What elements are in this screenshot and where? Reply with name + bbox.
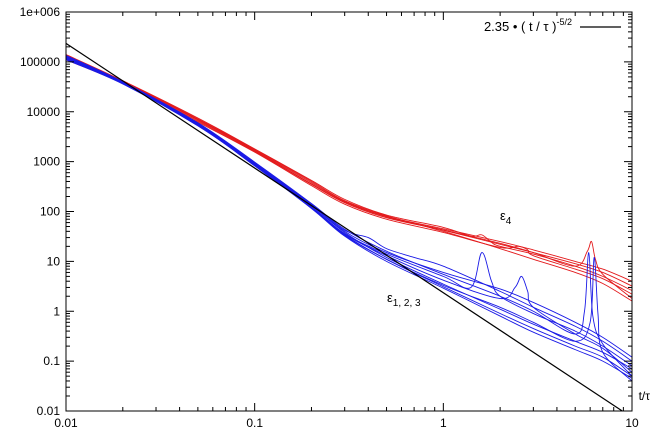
plot-frame: [65, 11, 633, 412]
series-line-group0-0: [66, 55, 632, 282]
axes: 0.01 0.1 1 10 0.01 0.1 1 10 100 1000 10000 100000 1e…: [20, 5, 651, 430]
series-line-group1-8: [66, 59, 632, 379]
x-tick-label: 1: [440, 416, 447, 430]
y-tick-label: 1: [53, 304, 60, 318]
series-line-group1-5: [66, 54, 632, 377]
y-tick-label: 0.1: [43, 354, 60, 368]
x-axis-label: t/τ: [639, 389, 651, 403]
series-line-group0-1: [66, 57, 632, 287]
series-line-group1-1: [66, 59, 632, 377]
x-tick-label: 0.1: [246, 416, 263, 430]
x-tick-label: 10: [625, 416, 639, 430]
legend: 2.35 • ( t / τ )-5/2: [484, 17, 621, 34]
series-line-group0-2: [66, 54, 632, 291]
series-line-group1-4: [66, 58, 632, 373]
series-line-group1-6: [66, 57, 632, 382]
series-line-group1-0: [66, 57, 632, 370]
series-line-group0-4: [66, 56, 632, 299]
series-line-group1-2: [66, 55, 632, 362]
reference-line: [66, 42, 624, 411]
y-tick-label: 100: [40, 205, 60, 219]
series-line-group0-3: [66, 59, 632, 295]
y-tick-label: 0.01: [37, 404, 61, 418]
y-tick-label: 100000: [20, 55, 60, 69]
series-line-group1-7: [66, 56, 632, 358]
y-tick-label: 1e+006: [20, 5, 61, 19]
plot-lines: [66, 42, 632, 411]
series-line-group0-5: [66, 54, 632, 302]
x-tick-label: 0.01: [54, 416, 78, 430]
y-tick-label: 1000: [33, 155, 60, 169]
group-label-1: ε1, 2, 3: [387, 290, 421, 309]
group-label-0: ε4: [500, 208, 512, 227]
y-tick-label: 10: [47, 254, 61, 268]
legend-label: 2.35 • ( t / τ )-5/2: [484, 17, 572, 34]
y-tick-label: 10000: [27, 105, 61, 119]
annotations: ε4 ε1, 2, 3: [387, 208, 512, 309]
